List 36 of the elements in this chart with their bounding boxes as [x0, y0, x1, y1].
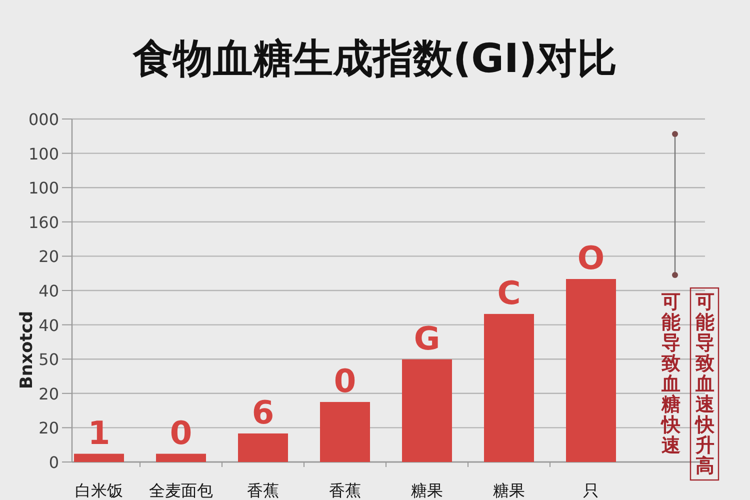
bar — [402, 359, 452, 462]
annotation: 0 — [170, 414, 192, 452]
bar — [74, 454, 124, 462]
x-tick-label: 香蕉 — [247, 481, 279, 500]
bar — [484, 314, 534, 462]
chart-title: 食物血糖生成指数(GI)对比 — [132, 36, 618, 82]
text: 20 — [38, 384, 59, 404]
text: 100 — [28, 178, 59, 198]
text: 000 — [28, 110, 59, 129]
text: 20 — [38, 247, 59, 266]
bar — [320, 402, 370, 462]
bar — [566, 279, 616, 462]
x-tick-label: 香蕉 — [329, 481, 361, 500]
annotation: 1 — [88, 414, 110, 452]
bar — [238, 433, 288, 462]
y-axis-title: Bnxotcd — [17, 310, 37, 390]
text: 20 — [38, 418, 59, 438]
text: 可能导致血速快升高 — [696, 291, 714, 477]
x-tick-label: 白米饭 — [75, 481, 123, 500]
x-tick-label: 糖果 — [411, 481, 443, 500]
x-tick-label: 只 — [583, 481, 599, 500]
text: 50 — [38, 350, 59, 370]
annotation: 可能导致血糖快速 — [660, 291, 682, 456]
text: 40 — [38, 282, 59, 300]
text: 160 — [28, 212, 59, 232]
bar — [156, 454, 206, 462]
text: 100 — [28, 144, 59, 164]
annotation: G — [414, 319, 440, 358]
annotation: 0 — [334, 362, 356, 400]
annotation: 6 — [252, 393, 274, 432]
text: 40 — [38, 316, 59, 335]
annotation: C — [497, 274, 521, 312]
x-tick-label: 全麦面包 — [149, 481, 213, 500]
x-tick-label: 糖果 — [493, 481, 525, 500]
text: 0 — [48, 453, 59, 472]
text: O — [577, 239, 605, 277]
